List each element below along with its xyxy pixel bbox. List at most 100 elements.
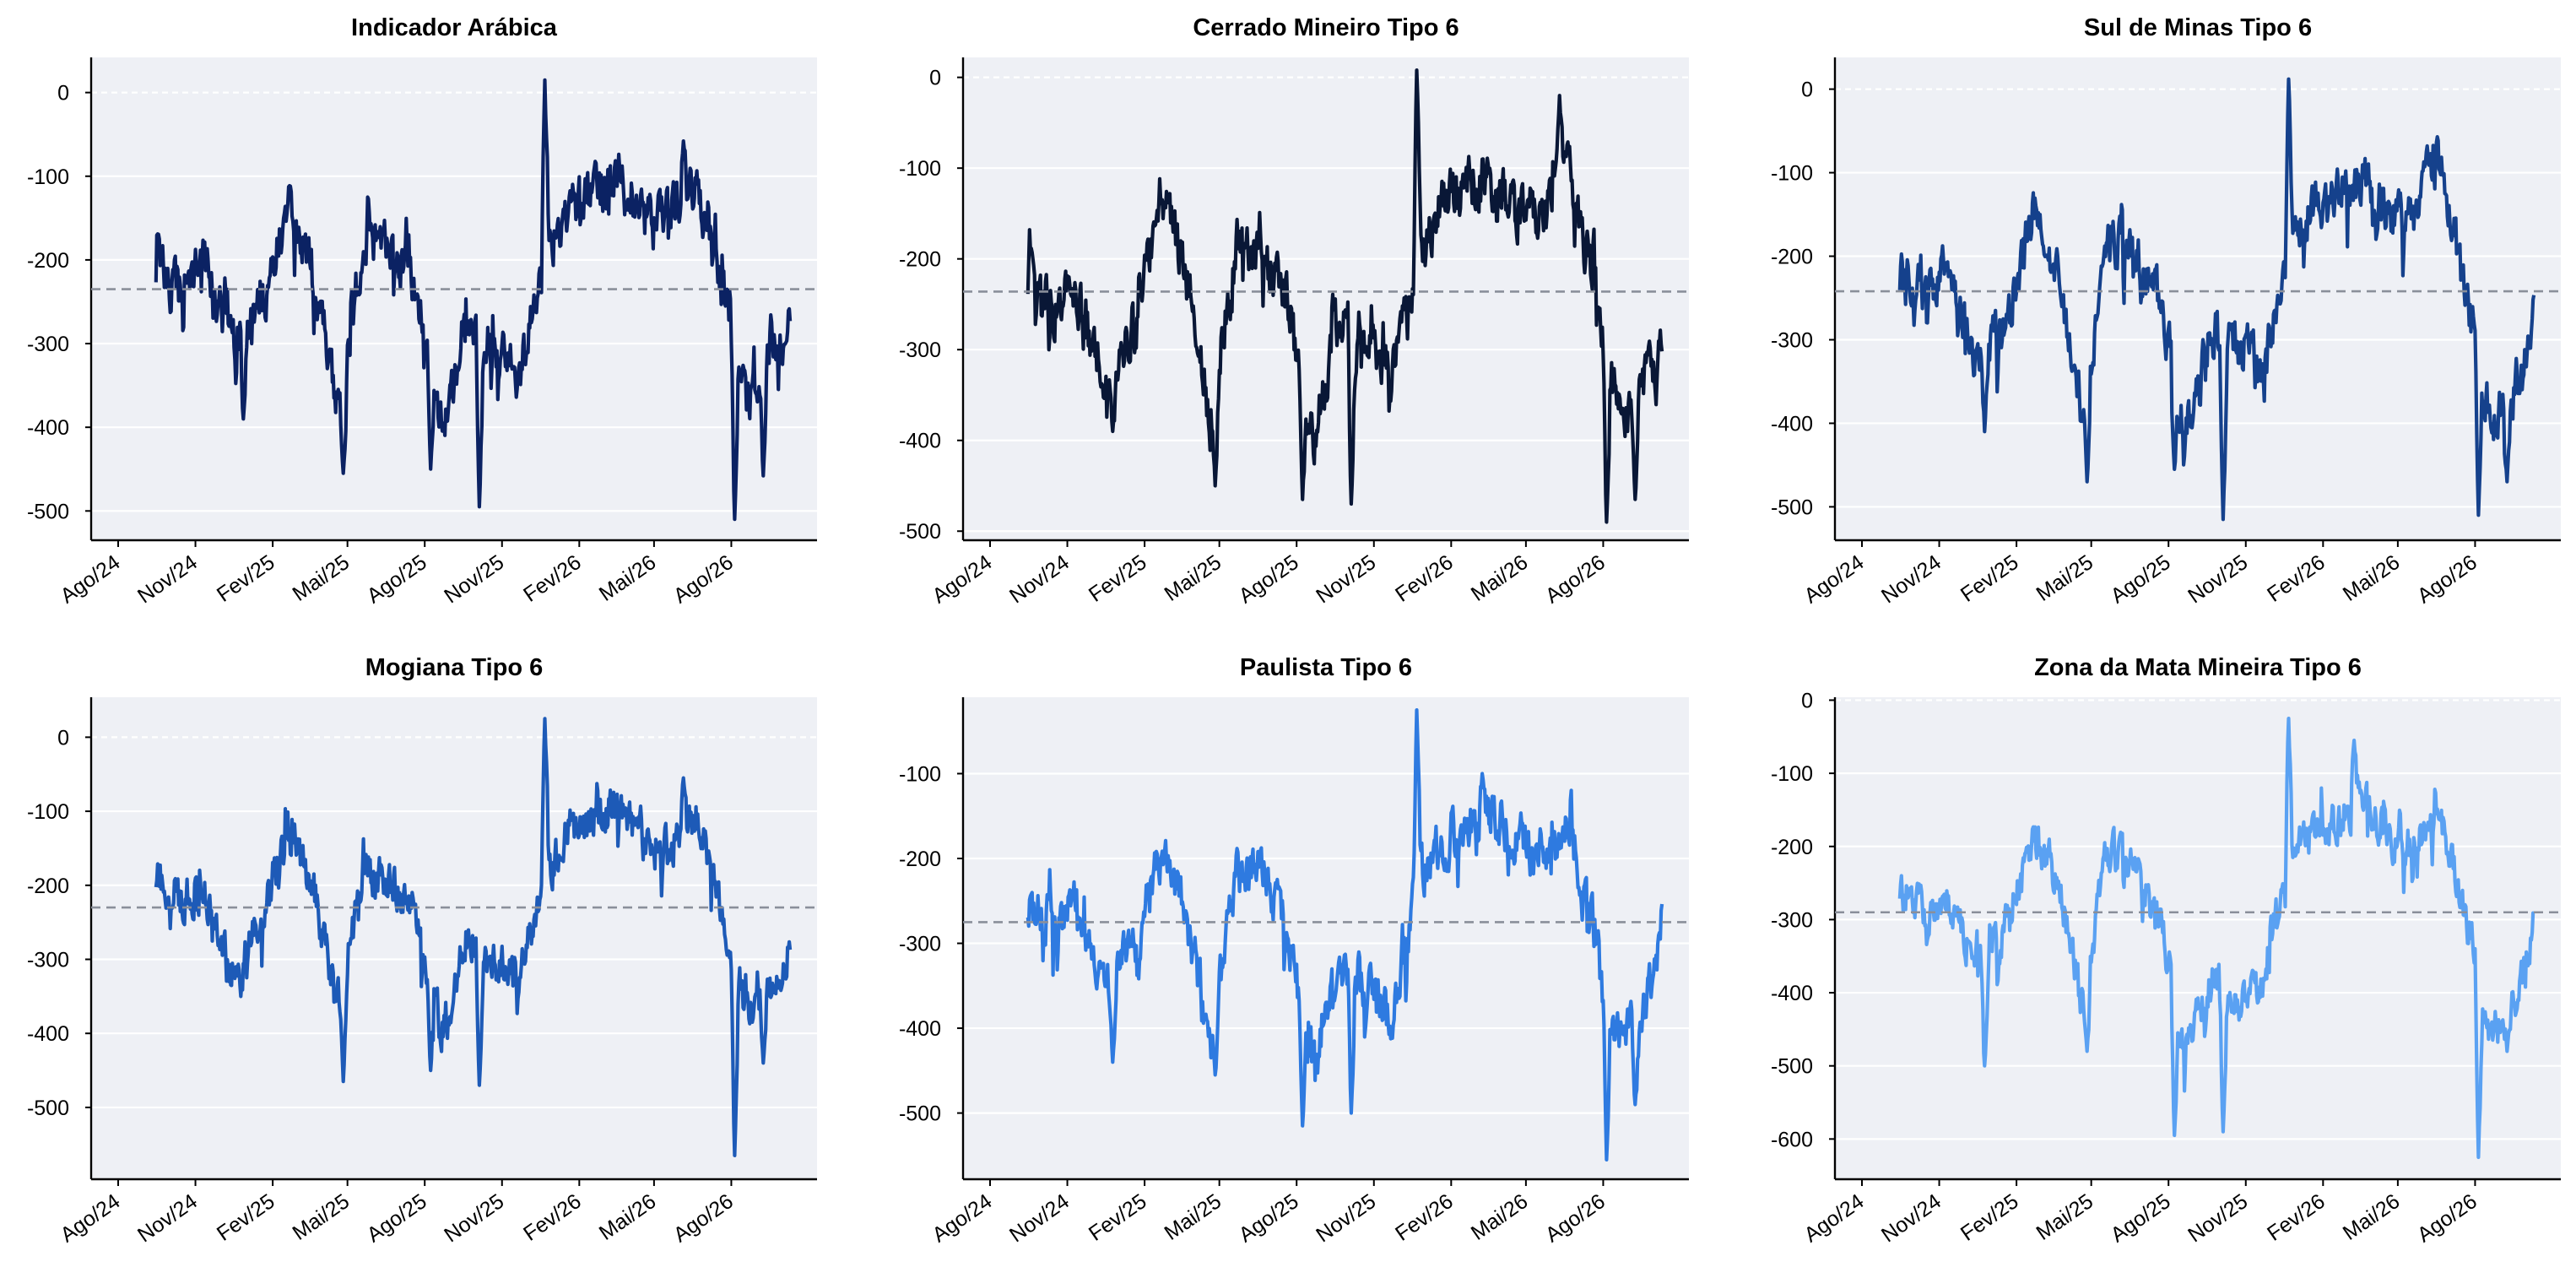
x-tick-label: Mai/25	[1161, 1189, 1226, 1245]
series-line	[1026, 708, 1664, 1162]
y-tick-label: -200	[899, 847, 941, 871]
y-tick-label: -100	[899, 762, 941, 786]
chart-title: Indicador Arábica	[351, 14, 558, 41]
y-tick-label: -100	[1771, 162, 1813, 186]
y-tick-label: -300	[1771, 908, 1813, 932]
y-tick-label: -200	[1771, 246, 1813, 269]
x-tick-label: Ago/26	[2413, 1189, 2481, 1247]
series-line	[1897, 717, 2535, 1160]
x-tick-label: Ago/24	[1799, 1189, 1868, 1247]
y-tick-label: -500	[27, 1097, 69, 1120]
chart-title: Paulista Tipo 6	[1240, 654, 1412, 681]
x-tick-label: Ago/25	[2107, 1189, 2175, 1247]
series-line	[154, 717, 793, 1157]
y-tick-label: -400	[899, 430, 941, 453]
x-tick-label: Fev/26	[2263, 1189, 2330, 1246]
y-tick-label: -400	[27, 416, 69, 440]
x-tick-label: Nov/24	[1005, 550, 1074, 608]
x-tick-label: Nov/25	[1312, 550, 1380, 608]
plot-area	[963, 697, 1689, 1179]
series-line	[154, 78, 793, 522]
y-tick-label: 0	[1801, 79, 1813, 102]
y-tick-label: -300	[899, 338, 941, 362]
y-tick-label: -400	[899, 1017, 941, 1041]
x-tick-label: Fev/25	[1085, 1189, 1151, 1246]
x-tick-label: Nov/25	[1312, 1189, 1380, 1247]
x-tick-label: Fev/26	[1391, 550, 1458, 607]
x-tick-label: Nov/24	[1005, 1189, 1074, 1247]
y-tick-label: -200	[1771, 836, 1813, 859]
y-tick-label: 0	[57, 82, 69, 106]
x-tick-label: Mai/26	[595, 1189, 661, 1245]
y-tick-label: -400	[27, 1022, 69, 1046]
x-tick-label: Mai/25	[1161, 550, 1226, 606]
plot-area	[1835, 697, 2561, 1179]
y-tick-label: -300	[27, 948, 69, 972]
y-tick-label: -500	[27, 500, 69, 523]
y-tick-label: -200	[27, 875, 69, 898]
chart-title: Sul de Minas Tipo 6	[2084, 14, 2312, 41]
x-tick-label: Nov/25	[440, 550, 508, 608]
x-tick-label: Nov/24	[133, 550, 202, 608]
y-tick-label: -500	[1771, 1055, 1813, 1079]
x-tick-label: Mai/25	[2032, 1189, 2098, 1245]
x-tick-label: Ago/25	[1235, 550, 1303, 608]
y-tick-label: 0	[57, 726, 69, 750]
x-tick-label: Ago/26	[1541, 550, 1610, 608]
x-tick-label: Ago/24	[56, 1189, 124, 1247]
y-tick-label: -500	[1771, 495, 1813, 519]
x-tick-label: Mai/25	[2032, 550, 2098, 606]
x-tick-label: Ago/25	[2107, 550, 2175, 608]
x-tick-label: Fev/26	[519, 550, 586, 607]
x-tick-label: Ago/26	[669, 550, 738, 608]
x-tick-label: Mai/26	[1467, 1189, 1533, 1245]
x-tick-label: Nov/25	[440, 1189, 508, 1247]
y-tick-label: -100	[1771, 762, 1813, 786]
x-tick-label: Fev/25	[1956, 550, 2023, 607]
y-tick-label: -200	[27, 249, 69, 273]
y-tick-label: -300	[27, 333, 69, 356]
x-tick-label: Fev/25	[1956, 1189, 2023, 1246]
chart-panel: 0 -100 -200 -300 -400 -500 Ago/24 Nov/24 Fev/25 M…	[27, 14, 817, 608]
x-tick-label: Ago/24	[928, 550, 996, 608]
x-tick-label: Ago/24	[928, 1189, 996, 1247]
x-tick-label: Ago/24	[56, 550, 124, 608]
x-tick-label: Ago/26	[669, 1189, 738, 1247]
series-line	[1026, 68, 1664, 524]
x-tick-label: Fev/26	[519, 1189, 586, 1246]
x-tick-label: Ago/26	[1541, 1189, 1610, 1247]
x-tick-label: Mai/25	[289, 1189, 354, 1245]
x-tick-label: Mai/26	[2339, 550, 2405, 606]
y-tick-label: -500	[899, 1102, 941, 1126]
x-tick-label: Fev/26	[2263, 550, 2330, 607]
plot-area	[963, 57, 1689, 540]
x-tick-label: Fev/26	[1391, 1189, 1458, 1246]
x-tick-label: Fev/25	[213, 1189, 279, 1246]
y-tick-label: -400	[1771, 982, 1813, 1005]
x-tick-label: Fev/25	[213, 550, 279, 607]
x-tick-label: Ago/25	[1235, 1189, 1303, 1247]
y-tick-label: -100	[27, 165, 69, 189]
x-tick-label: Nov/25	[2184, 550, 2252, 608]
chart-title: Zona da Mata Mineira Tipo 6	[2034, 654, 2362, 681]
y-tick-label: -100	[27, 800, 69, 824]
plot-area	[1835, 57, 2561, 540]
y-tick-label: -500	[899, 520, 941, 544]
plot-area	[91, 57, 817, 540]
y-tick-label: 0	[1801, 689, 1813, 712]
x-tick-label: Fev/25	[1085, 550, 1151, 607]
chart-title: Mogiana Tipo 6	[365, 654, 544, 681]
x-tick-label: Nov/24	[1877, 550, 1946, 608]
x-tick-label: Nov/24	[133, 1189, 202, 1247]
y-tick-label: -100	[899, 157, 941, 181]
x-tick-label: Mai/25	[289, 550, 354, 606]
y-tick-label: -600	[1771, 1128, 1813, 1151]
x-tick-label: Mai/26	[2339, 1189, 2405, 1245]
x-tick-label: Nov/24	[1877, 1189, 1946, 1247]
